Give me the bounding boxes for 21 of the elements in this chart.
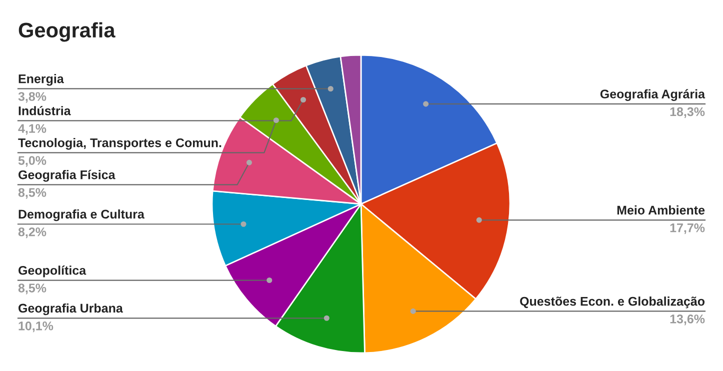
data-label: 4,1% xyxy=(18,124,46,135)
slice-label: Tecnologia, Transportes e Comun. xyxy=(18,138,222,150)
slice-label: Geografia Urbana xyxy=(18,303,123,316)
slice-label: Questões Econ. e Globalização xyxy=(520,296,705,308)
data-label: 8,5% xyxy=(18,284,46,294)
data-label: 13,6% xyxy=(670,314,705,326)
slice-label: Indústria xyxy=(18,106,71,116)
slice-label: Geografia Física xyxy=(18,170,116,182)
slice-label: Demografia e Cultura xyxy=(18,209,144,222)
data-label: 3,8% xyxy=(18,92,46,103)
chart-title: Geografia xyxy=(18,22,116,42)
slice-label: Geopolítica xyxy=(18,266,86,278)
data-label: 8,2% xyxy=(18,227,46,238)
slice-label: Energia xyxy=(18,74,64,86)
slice-label: Meio Ambiente xyxy=(617,205,705,215)
data-label: 5,0% xyxy=(18,156,46,167)
data-label: 8,5% xyxy=(18,188,46,199)
data-label: 18,3% xyxy=(670,107,705,118)
data-label: 10,1% xyxy=(18,321,54,332)
slice-label: Geografia Agrária xyxy=(600,89,706,101)
data-label: 17,7% xyxy=(670,223,705,234)
